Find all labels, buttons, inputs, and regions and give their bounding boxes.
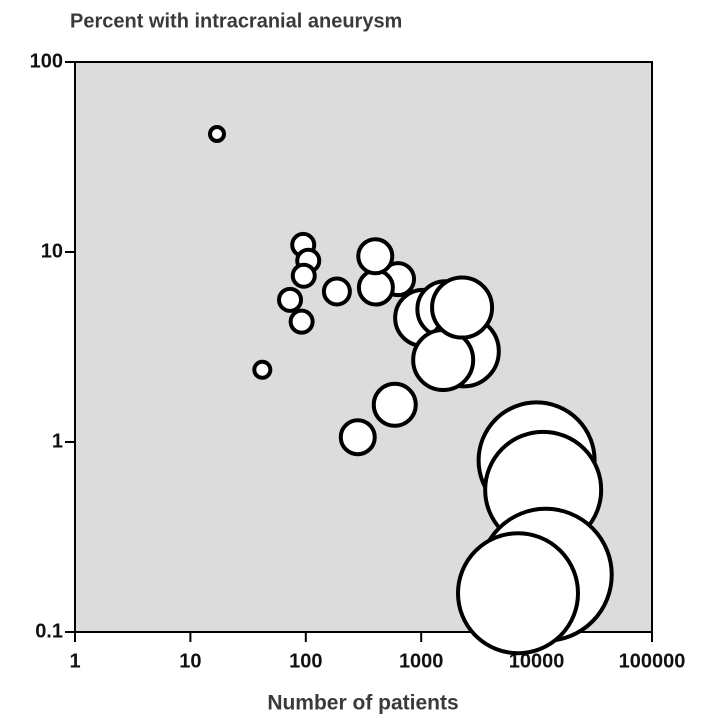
- bubble: [321, 276, 352, 307]
- y-tick-label: 10: [41, 240, 63, 262]
- bubble: [356, 237, 395, 276]
- bubble: [252, 359, 273, 380]
- bubble: [207, 124, 226, 143]
- x-tick-label: 100000: [619, 650, 686, 672]
- x-tick-label: 100: [289, 650, 322, 672]
- bubble: [288, 308, 315, 335]
- y-tick-label: 1: [52, 430, 63, 452]
- bubble: [338, 418, 377, 457]
- bubble: [356, 268, 395, 307]
- x-tick-label: 1000: [399, 650, 444, 672]
- y-tick-label: 0.1: [35, 620, 63, 642]
- chart-title: Percent with intracranial aneurysm: [70, 10, 402, 32]
- x-tick-label: 10000: [509, 650, 565, 672]
- x-tick-label: 1: [69, 650, 80, 672]
- bubble: [456, 531, 581, 656]
- x-tick-label: 10: [179, 650, 201, 672]
- bubble: [430, 275, 495, 340]
- bubble: [290, 262, 317, 289]
- bubble: [277, 286, 304, 313]
- y-tick-label: 100: [30, 50, 63, 72]
- x-axis-label: Number of patients: [267, 692, 458, 715]
- bubble: [371, 381, 418, 428]
